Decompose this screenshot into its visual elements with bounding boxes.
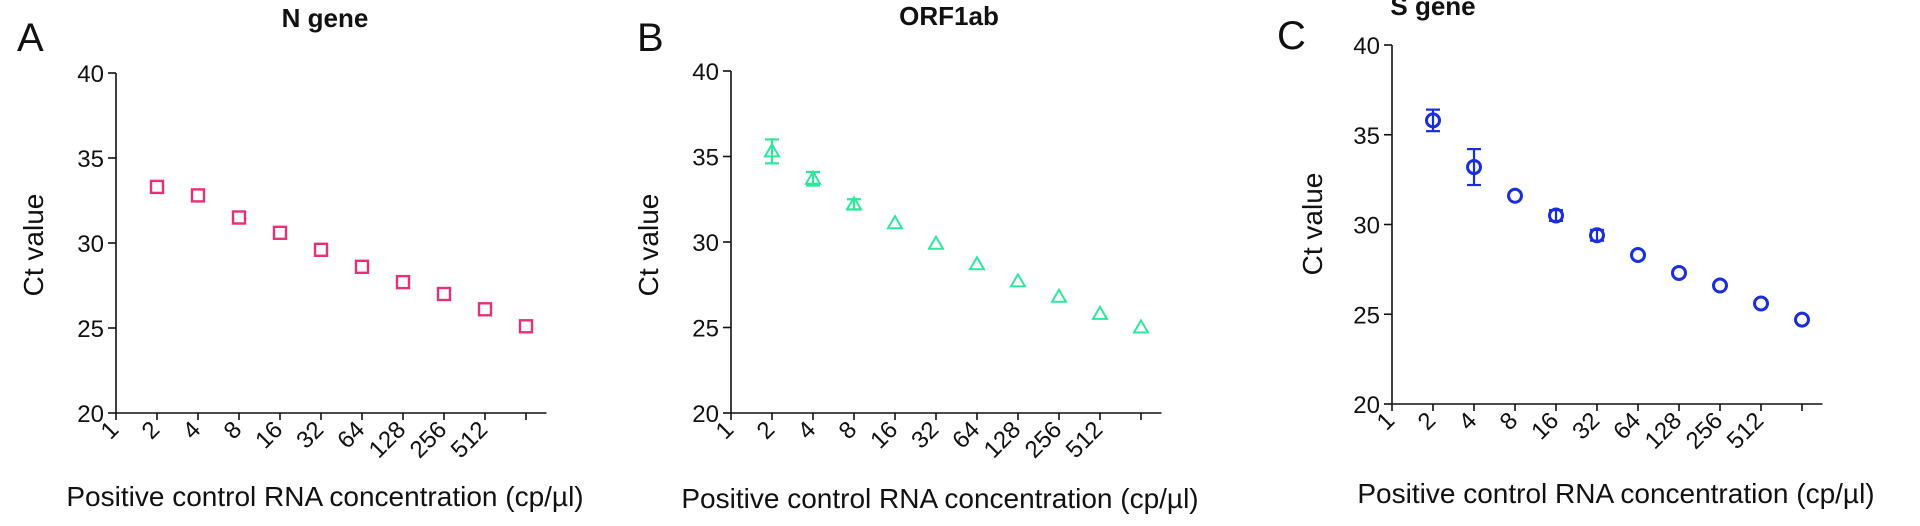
x-tick-label: 4 [1454, 407, 1483, 436]
x-tick-label: 256 [1020, 416, 1067, 463]
y-tick-label: 40 [1353, 33, 1380, 60]
y-tick-label: 25 [692, 316, 719, 343]
x-tick-label: 512 [1722, 407, 1769, 454]
x-tick-label: 128 [364, 416, 411, 463]
marker [272, 225, 288, 241]
y-axis-label: Ct value [633, 194, 664, 297]
x-tick-label: 1 [1372, 407, 1401, 436]
x-tick-label: 2 [137, 416, 166, 445]
x-tick-label: 8 [1495, 407, 1524, 436]
chart-title: S gene [1390, 0, 1475, 21]
x-tick-label: 128 [979, 416, 1026, 463]
marker [1671, 264, 1687, 281]
x-tick-label: 64 [332, 416, 370, 454]
x-tick-label: 8 [834, 416, 863, 445]
y-tick-label: 35 [77, 146, 104, 173]
marker [313, 242, 329, 258]
marker [1132, 318, 1150, 334]
x-axis-label: Positive control RNA concentration (cp/µ… [1357, 478, 1874, 509]
x-tick-label: 64 [947, 416, 985, 454]
marker [968, 255, 986, 271]
y-tick-label: 20 [77, 401, 104, 428]
x-tick-label: 16 [1526, 407, 1564, 445]
marker [1425, 112, 1441, 129]
marker [1589, 227, 1605, 244]
y-tick-label: 40 [77, 61, 104, 88]
x-tick-label: 2 [752, 416, 781, 445]
marker [1050, 287, 1068, 303]
x-tick-label: 256 [405, 416, 452, 463]
x-tick-label: 64 [1608, 407, 1646, 445]
marker [804, 169, 822, 185]
x-tick-label: 512 [446, 416, 493, 463]
marker [395, 274, 411, 290]
y-tick-label: 30 [1353, 213, 1380, 240]
y-tick-label: 35 [1353, 123, 1380, 150]
panel-letter: C [1277, 14, 1306, 58]
y-tick-label: 30 [77, 231, 104, 258]
marker [436, 286, 452, 302]
marker [477, 302, 493, 317]
marker [1548, 207, 1564, 224]
marker [190, 188, 206, 203]
marker [231, 210, 247, 225]
chart-title: ORF1ab [899, 1, 999, 31]
x-tick-label: 128 [1640, 407, 1687, 454]
marker [518, 319, 534, 334]
marker [1794, 311, 1810, 328]
x-tick-label: 16 [250, 416, 288, 454]
y-tick-label: 40 [692, 59, 719, 86]
marker [1009, 272, 1027, 288]
marker [927, 234, 945, 250]
marker [845, 195, 863, 211]
y-tick-label: 20 [692, 401, 719, 428]
marker [763, 142, 781, 158]
x-axis-label: Positive control RNA concentration (cp/µ… [681, 483, 1198, 514]
chart-title: N gene [282, 3, 369, 33]
marker [1091, 304, 1109, 320]
panel-letter: A [17, 16, 44, 60]
panel-letter: B [637, 16, 664, 60]
x-tick-label: 4 [793, 416, 822, 445]
x-tick-label: 4 [178, 416, 207, 445]
y-tick-label: 25 [1353, 302, 1380, 329]
y-tick-label: 25 [77, 316, 104, 343]
marker [1753, 295, 1769, 312]
y-axis-label: Ct value [18, 194, 49, 297]
x-tick-label: 32 [291, 416, 329, 454]
x-tick-label: 1 [96, 416, 125, 445]
marker [1630, 247, 1646, 264]
x-tick-label: 2 [1413, 407, 1442, 436]
marker [1466, 159, 1482, 176]
marker [1712, 277, 1728, 294]
marker [886, 214, 904, 230]
x-tick-label: 1 [711, 416, 740, 445]
y-tick-label: 30 [692, 230, 719, 257]
x-tick-label: 256 [1681, 407, 1728, 454]
y-axis-label: Ct value [1297, 173, 1328, 276]
marker [1507, 187, 1523, 204]
marker [354, 259, 370, 274]
x-tick-label: 8 [219, 416, 248, 445]
x-tick-label: 32 [1567, 407, 1605, 445]
x-tick-label: 32 [906, 416, 944, 454]
marker [149, 179, 165, 195]
x-tick-label: 16 [865, 416, 903, 454]
y-tick-label: 35 [692, 145, 719, 172]
x-axis-label: Positive control RNA concentration (cp/µ… [66, 481, 583, 512]
x-tick-label: 512 [1061, 416, 1108, 463]
y-tick-label: 20 [1353, 392, 1380, 419]
